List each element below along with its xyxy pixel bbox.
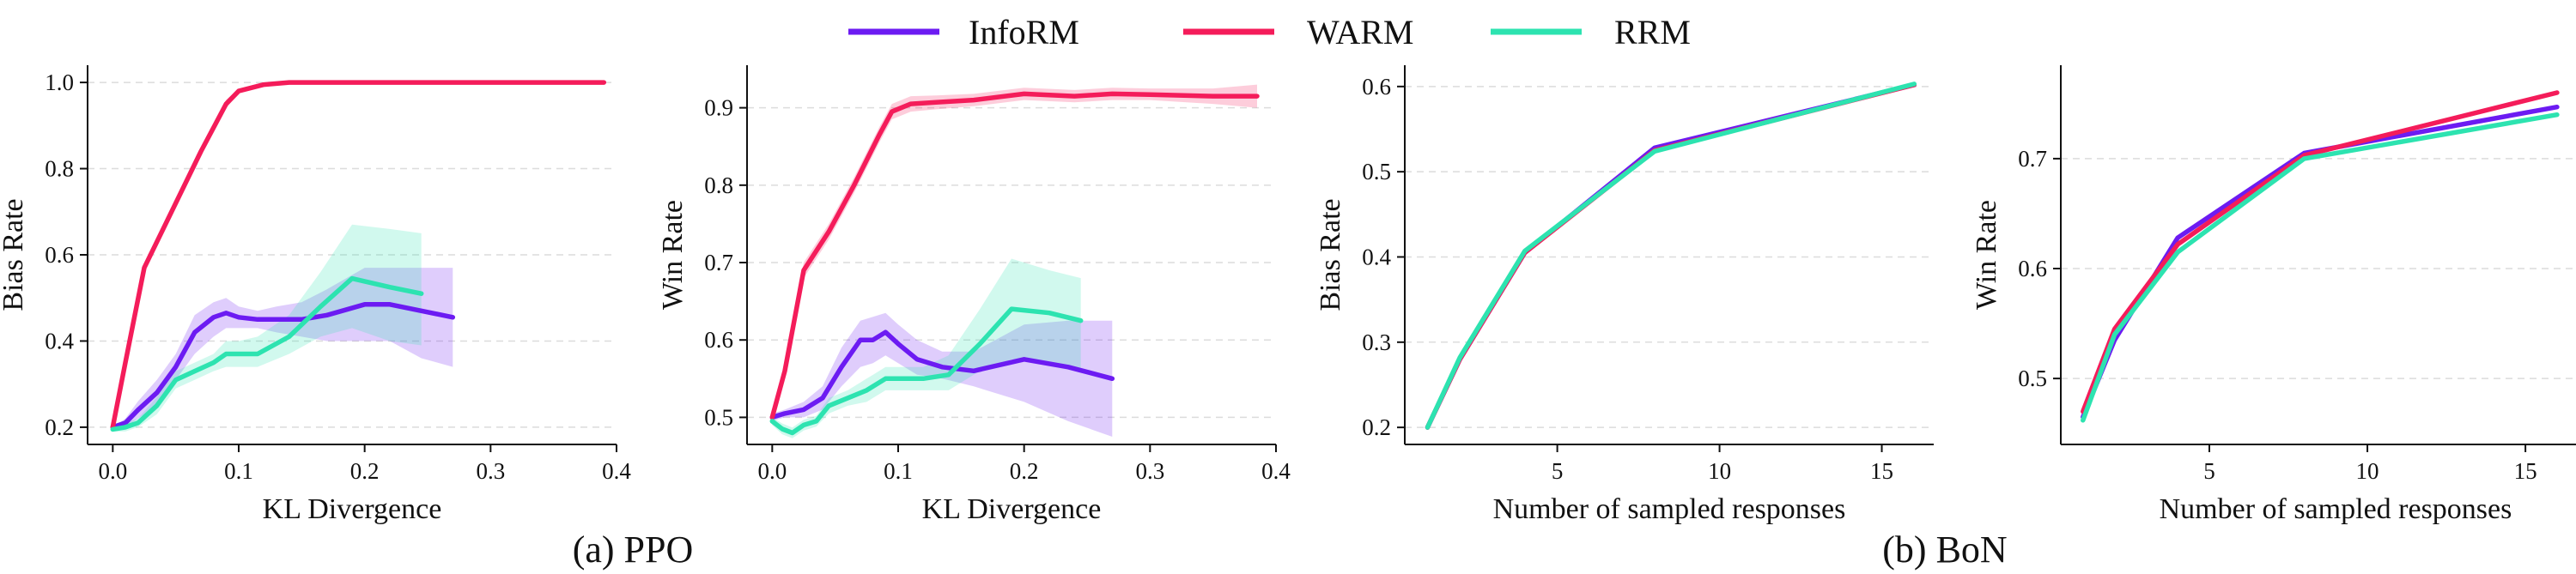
bon-bias-y-tick-label: 0.3 bbox=[1362, 329, 1391, 355]
bon-bias-y-tick-label: 0.2 bbox=[1362, 414, 1391, 440]
bon-bias-line-warm bbox=[1425, 82, 1917, 430]
bon-bias-x-tick-label: 15 bbox=[1870, 458, 1893, 484]
ppo-win-line-warm bbox=[769, 91, 1260, 420]
bon-win-x-tick-label: 15 bbox=[2514, 458, 2537, 484]
bon-win-y-axis-label: Win Rate bbox=[1971, 200, 2002, 310]
ppo-win-y-tick-label: 0.9 bbox=[704, 95, 733, 121]
bon-bias-y-tick-label: 0.6 bbox=[1362, 74, 1391, 100]
bon-bias-y-tick-label: 0.4 bbox=[1362, 244, 1391, 269]
legend-item-warm: WARM bbox=[1183, 13, 1413, 51]
ppo-bias-line-warm bbox=[110, 80, 607, 430]
bon-bias-x-tick-label: 5 bbox=[1552, 458, 1564, 484]
bon-bias-x-tick-label: 10 bbox=[1708, 458, 1731, 484]
bon-win-y-tick-label: 0.7 bbox=[2018, 146, 2047, 172]
caption-bon: (b) BoN bbox=[1882, 529, 2007, 571]
ppo-win-y-tick-label: 0.8 bbox=[704, 172, 733, 198]
legend-item-inform: InfoRM bbox=[848, 13, 1079, 51]
chart-ppo-bias-rate: 0.2 0.4 0.6 0.8 1.0 0.0 0.1 0.2 0.3 0.4 KL Diverge… bbox=[0, 65, 631, 525]
bon-win-x-tick-label: 10 bbox=[2356, 458, 2379, 484]
ppo-bias-x-tick-label: 0.1 bbox=[224, 458, 253, 484]
ppo-bias-x-axis-label: KL Divergence bbox=[263, 493, 442, 525]
legend-item-rrm: RRM bbox=[1491, 13, 1691, 51]
legend-label-rrm: RRM bbox=[1614, 13, 1691, 51]
bon-win-x-tick-label: 5 bbox=[2203, 458, 2215, 484]
ppo-bias-y-tick-label: 0.8 bbox=[45, 156, 74, 182]
legend-label-inform: InfoRM bbox=[969, 13, 1079, 51]
ppo-win-x-tick-label: 0.1 bbox=[884, 458, 913, 484]
bon-bias-line-inform bbox=[1425, 82, 1917, 430]
ppo-win-x-tick-label: 0.2 bbox=[1010, 458, 1039, 484]
ppo-win-x-tick-label: 0.4 bbox=[1261, 458, 1291, 484]
ppo-bias-x-tick-label: 0.2 bbox=[350, 458, 380, 484]
ppo-bias-y-tick-label: 1.0 bbox=[45, 69, 74, 95]
legend-label-warm: WARM bbox=[1307, 13, 1413, 51]
ppo-win-y-tick-label: 0.7 bbox=[704, 250, 733, 275]
bon-bias-y-tick-label: 0.5 bbox=[1362, 159, 1391, 184]
ppo-win-x-tick-label: 0.0 bbox=[757, 458, 787, 484]
bon-win-line-rrm bbox=[2081, 112, 2560, 423]
ppo-bias-band-inform bbox=[112, 268, 453, 427]
ppo-bias-y-tick-label: 0.4 bbox=[45, 328, 74, 353]
ppo-win-y-tick-label: 0.5 bbox=[704, 404, 733, 430]
ppo-bias-y-axis-label: Bias Rate bbox=[0, 198, 29, 311]
ppo-win-line-rrm bbox=[769, 306, 1084, 436]
ppo-win-y-tick-label: 0.6 bbox=[704, 327, 733, 353]
bon-bias-y-axis-label: Bias Rate bbox=[1315, 198, 1346, 311]
bon-win-y-tick-label: 0.5 bbox=[2018, 366, 2047, 391]
ppo-bias-band-rrm bbox=[112, 224, 422, 432]
bon-win-y-tick-label: 0.6 bbox=[2018, 256, 2047, 281]
ppo-win-band-rrm bbox=[772, 258, 1081, 438]
chart-bon-bias-rate: 0.2 0.3 0.4 0.5 0.6 5 10 15 Number of sampled re… bbox=[1315, 65, 1934, 525]
chart-ppo-win-rate: 0.5 0.6 0.7 0.8 0.9 0.0 0.1 0.2 0.3 0.4 KL Diverge… bbox=[657, 65, 1291, 525]
bon-bias-line-rrm bbox=[1425, 82, 1917, 430]
bon-bias-x-axis-label: Number of sampled responses bbox=[1493, 493, 1846, 525]
ppo-bias-y-tick-label: 0.2 bbox=[45, 414, 74, 440]
bon-win-line-warm bbox=[2081, 90, 2560, 414]
ppo-bias-x-tick-label: 0.0 bbox=[98, 458, 127, 484]
ppo-bias-y-tick-label: 0.6 bbox=[45, 242, 74, 268]
ppo-win-y-axis-label: Win Rate bbox=[657, 200, 689, 310]
ppo-bias-x-tick-label: 0.3 bbox=[476, 458, 505, 484]
caption-ppo: (a) PPO bbox=[573, 529, 694, 571]
ppo-bias-line-rrm bbox=[110, 275, 424, 432]
ppo-win-x-axis-label: KL Divergence bbox=[922, 493, 1102, 525]
ppo-win-line-inform bbox=[769, 329, 1115, 420]
ppo-bias-line-inform bbox=[110, 302, 456, 430]
ppo-bias-x-tick-label: 0.4 bbox=[602, 458, 631, 484]
ppo-win-x-tick-label: 0.3 bbox=[1135, 458, 1164, 484]
legend: InfoRM WARM RRM bbox=[848, 13, 1691, 51]
bon-win-x-axis-label: Number of sampled responses bbox=[2160, 493, 2512, 525]
